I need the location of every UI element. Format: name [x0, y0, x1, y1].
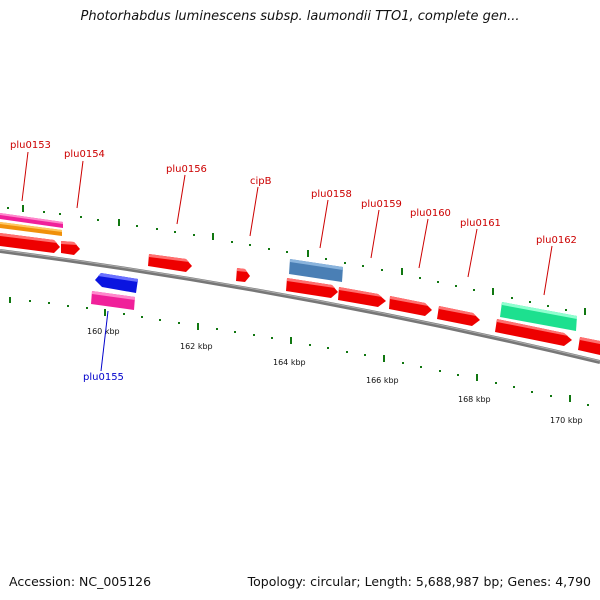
genome-backbone-highlight — [0, 249, 600, 362]
gene-arrow-next[interactable] — [578, 337, 600, 355]
gene-label-plu0155[interactable]: plu0155 — [83, 372, 124, 383]
genome-backbone — [0, 249, 600, 364]
reverse-scale-ticks — [9, 297, 589, 406]
scale-label-168kbp: 168 kbp — [458, 395, 491, 404]
gene-label-plu0158[interactable]: plu0158 — [311, 189, 352, 200]
gene-arrow-plu0153[interactable] — [0, 233, 60, 253]
gene-arrow-plu0160[interactable] — [389, 296, 432, 316]
gene-label-plu0159[interactable]: plu0159 — [361, 199, 402, 210]
gene-label-cipB[interactable]: cipB — [250, 176, 272, 187]
gene-arrow-plu0158[interactable] — [286, 278, 338, 298]
gene-arrow-plu0161[interactable] — [437, 306, 480, 326]
gene-label-plu0160[interactable]: plu0160 — [410, 208, 451, 219]
gene-label-plu0156[interactable]: plu0156 — [166, 164, 207, 175]
gene-label-plu0162[interactable]: plu0162 — [536, 235, 577, 246]
feature-plu0155-pink[interactable] — [91, 291, 135, 310]
scale-label-166kbp: 166 kbp — [366, 376, 399, 385]
feature-plu0162-aqua[interactable] — [500, 302, 577, 331]
accession-text: Accession: NC_005126 — [9, 574, 152, 589]
scale-label-170kbp: 170 kbp — [550, 416, 583, 425]
label-leader-lines — [21, 151, 553, 372]
feature-plu0153-orange[interactable] — [0, 222, 62, 236]
gene-arrow-plu0155[interactable] — [95, 273, 138, 293]
map-title: Photorhabdus luminescens subsp. laumondi… — [80, 9, 520, 24]
gene-label-plu0153[interactable]: plu0153 — [10, 140, 51, 151]
gene-arrow-plu0156[interactable] — [148, 254, 192, 272]
gene-label-plu0161[interactable]: plu0161 — [460, 218, 501, 229]
scale-label-164kbp: 164 kbp — [273, 358, 306, 367]
feature-plu0158-blue[interactable] — [289, 259, 343, 282]
gene-label-plu0154[interactable]: plu0154 — [64, 149, 105, 160]
forward-scale-ticks — [7, 205, 586, 315]
gene-arrow-cipB[interactable] — [236, 268, 250, 282]
feature-plu0153-pink[interactable] — [0, 213, 63, 228]
gene-arrow-plu0154[interactable] — [61, 241, 80, 255]
gene-arrow-plu0162[interactable] — [495, 319, 572, 346]
topology-text: Topology: circular; Length: 5,688,987 bp… — [247, 574, 591, 589]
scale-label-162kbp: 162 kbp — [180, 342, 213, 351]
scale-label-160kbp: 160 kbp — [87, 327, 120, 336]
gene-arrow-plu0159[interactable] — [338, 287, 386, 307]
